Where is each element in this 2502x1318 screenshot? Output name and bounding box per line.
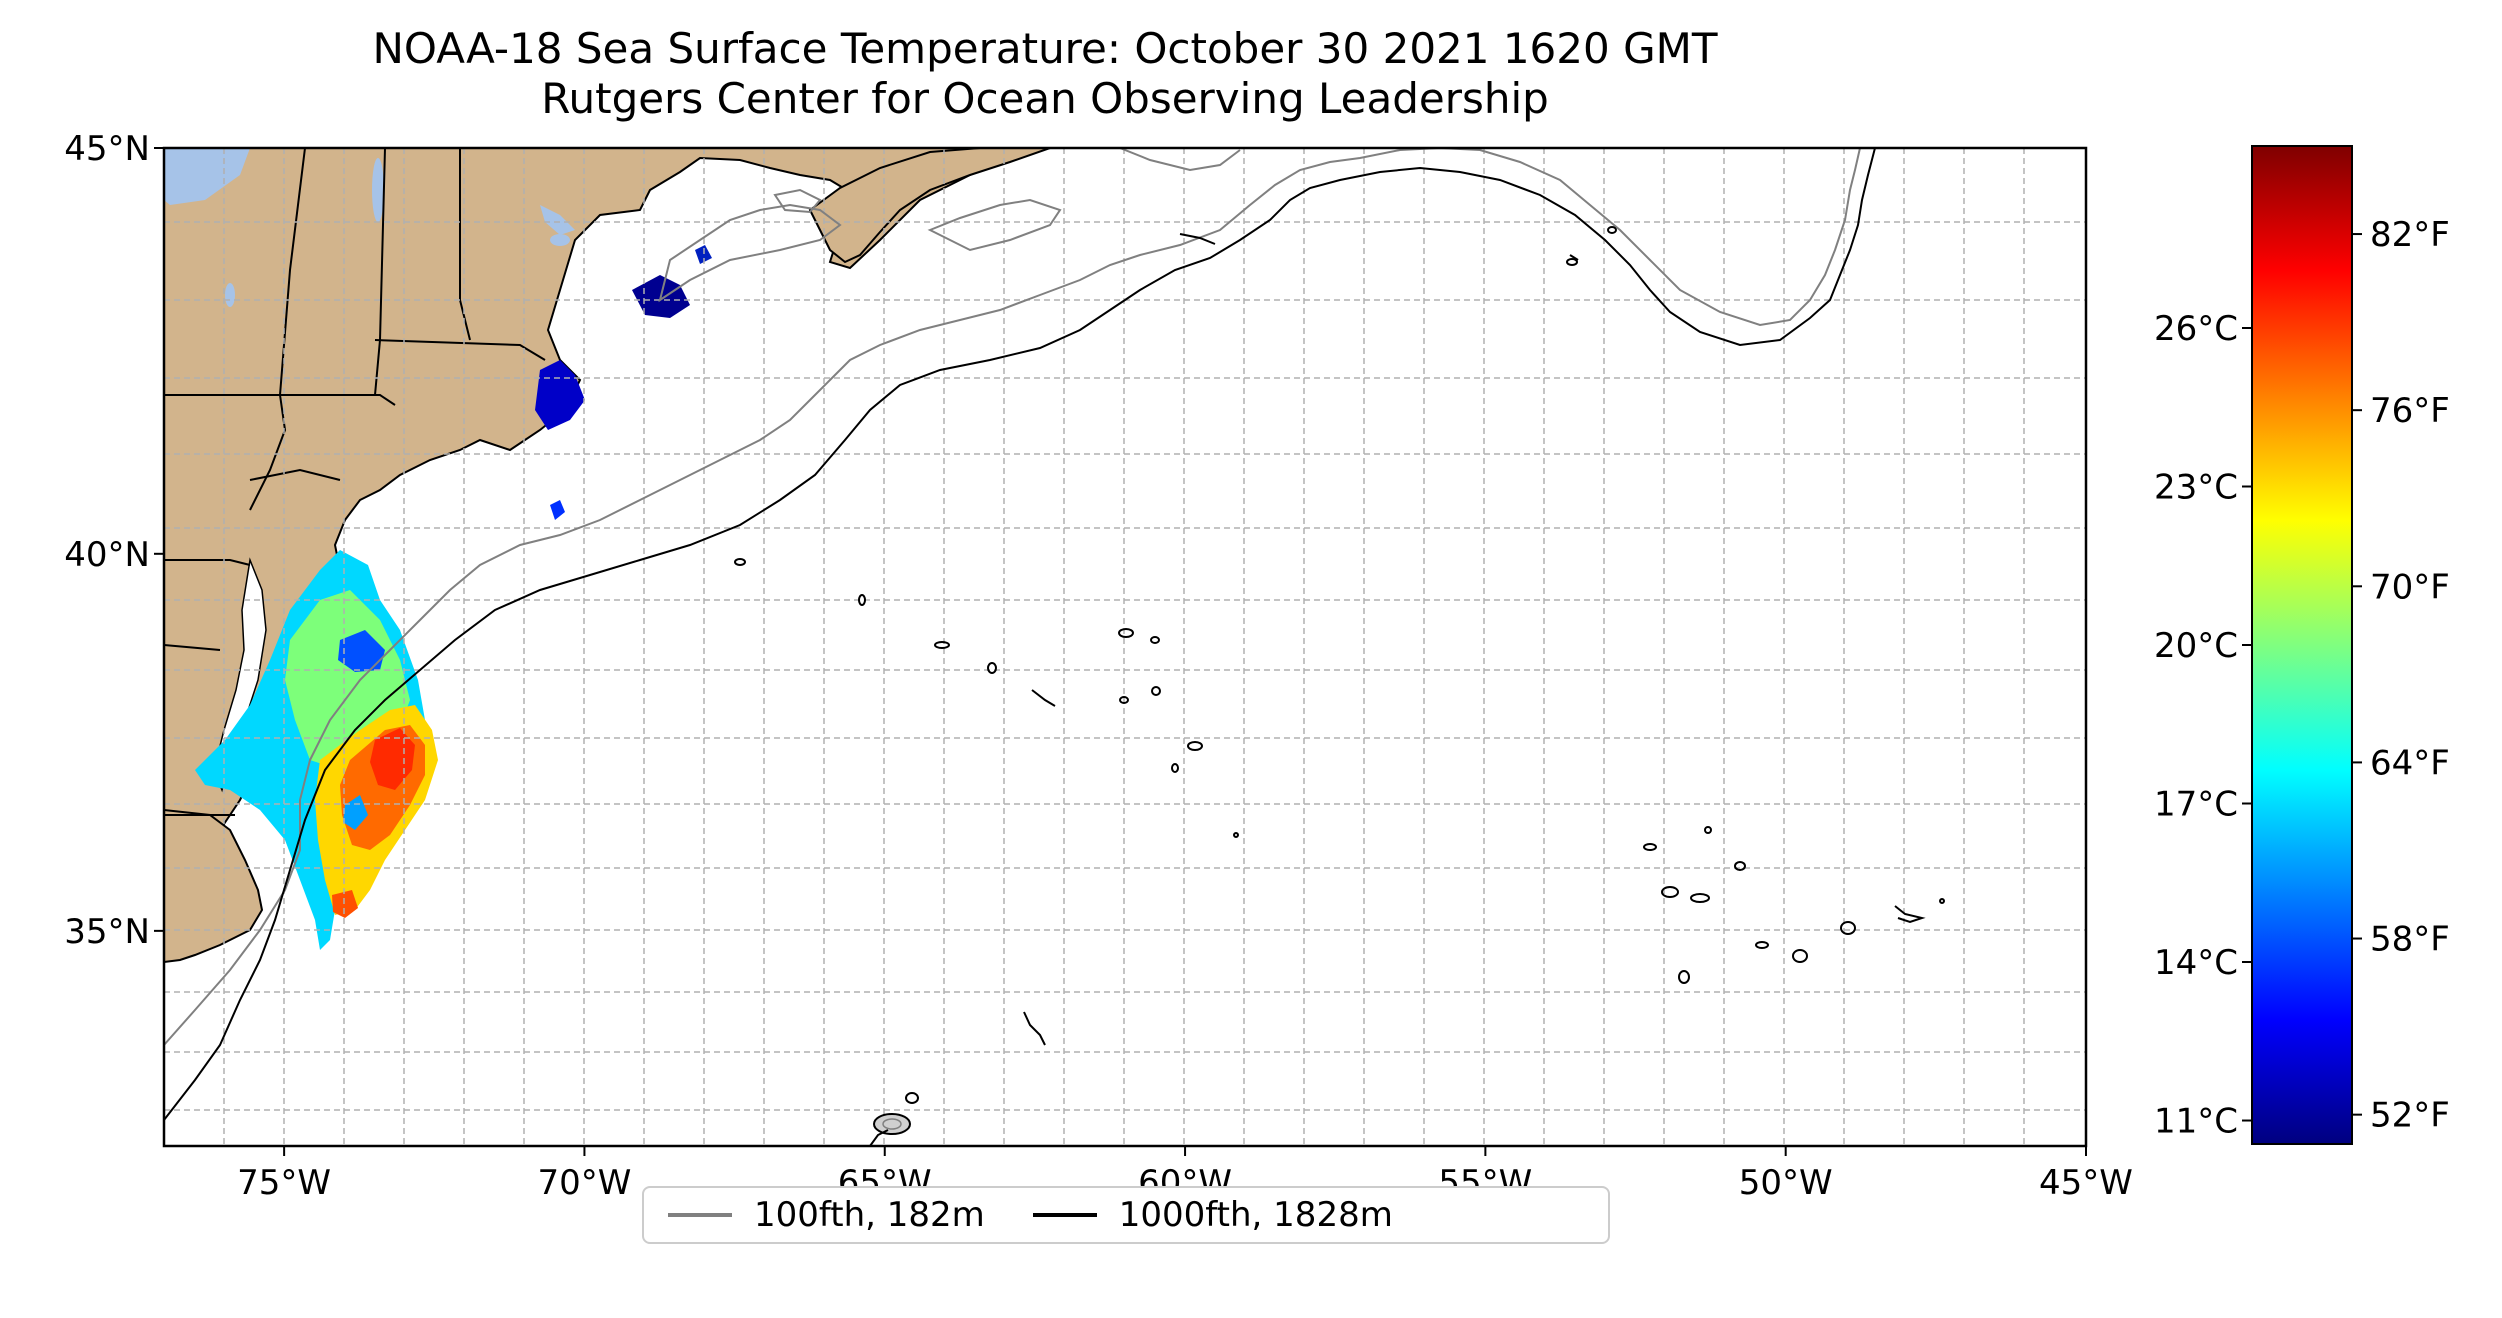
lat-tick-label-1: 40°N xyxy=(64,535,150,575)
celsius-tick-label-1: 14°C xyxy=(2154,943,2238,983)
colorbar-celsius-axis: 11°C 14°C 17°C 20°C 23°C 26°C xyxy=(2154,309,2252,1142)
land-nova-scotia xyxy=(808,148,1051,264)
fahrenheit-tick-label-5: 82°F xyxy=(2370,215,2450,255)
lon-tick-label-6: 45°W xyxy=(2039,1163,2133,1203)
legend-swatch-1000fth xyxy=(1032,1213,1097,1217)
seamounts xyxy=(734,226,1945,1046)
state-borders xyxy=(164,148,546,816)
legend-label-1000fth: 1000fth, 1828m xyxy=(1118,1195,1393,1235)
legend-item-1000fth: 1000fth, 1828m xyxy=(1032,1195,1417,1235)
fahrenheit-tick-label-1: 58°F xyxy=(2370,920,2450,960)
seamount-cluster xyxy=(869,1092,919,1146)
lon-tick-label-1: 70°W xyxy=(537,1163,631,1203)
title-line-2: Rutgers Center for Ocean Observing Leade… xyxy=(541,74,1549,123)
fahrenheit-tick-label-0: 52°F xyxy=(2370,1096,2450,1136)
colorbar-gradient xyxy=(2251,145,2353,1145)
fahrenheit-tick-label-2: 64°F xyxy=(2370,743,2450,783)
celsius-tick-label-3: 20°C xyxy=(2154,626,2238,666)
fahrenheit-tick-label-3: 70°F xyxy=(2370,567,2450,607)
map-gridlines xyxy=(164,148,2086,1146)
lat-tick-label-0: 35°N xyxy=(64,912,150,952)
celsius-tick-label-2: 17°C xyxy=(2154,785,2238,825)
title-line-1: NOAA-18 Sea Surface Temperature: October… xyxy=(372,24,1718,73)
fahrenheit-tick-label-4: 76°F xyxy=(2370,391,2450,431)
legend-label-100fth: 100fth, 182m xyxy=(754,1195,985,1235)
map-title: NOAA-18 Sea Surface Temperature: October… xyxy=(0,24,2090,124)
sst-data xyxy=(195,245,712,950)
latitude-axis: 35°N 40°N 45°N xyxy=(64,129,164,952)
legend-swatch-100fth xyxy=(668,1213,732,1217)
celsius-tick-label-4: 23°C xyxy=(2154,467,2238,507)
lon-tick-label-5: 50°W xyxy=(1739,1163,1833,1203)
chesapeake-bay xyxy=(213,557,267,793)
map-legend: 100fth, 182m 1000fth, 1828m xyxy=(642,1186,1610,1244)
legend-item-100fth: 100fth, 182m xyxy=(668,1195,1009,1235)
map-frame xyxy=(162,146,2088,1148)
colorbar-fahrenheit-axis: 52°F 58°F 64°F 70°F 76°F 82°F xyxy=(2352,215,2450,1136)
contour-100fth xyxy=(164,148,1861,1046)
celsius-tick-label-5: 26°C xyxy=(2154,309,2238,349)
lat-tick-label-2: 45°N xyxy=(64,129,150,169)
land-us-east-coast-lower xyxy=(164,808,264,964)
lon-tick-label-0: 75°W xyxy=(237,1163,331,1203)
celsius-tick-label-0: 11°C xyxy=(2154,1102,2238,1142)
inland-lakes xyxy=(164,148,575,307)
contour-1000fth xyxy=(164,148,1876,1121)
